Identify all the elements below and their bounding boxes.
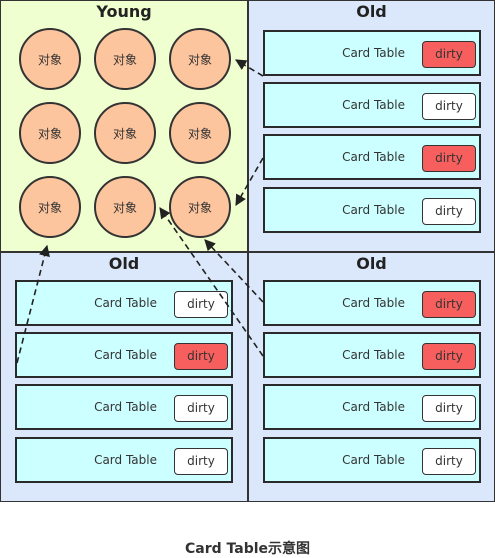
dirty-flag: dirty	[422, 145, 476, 172]
card-table-label: Card Table	[342, 150, 405, 164]
card-table-label: Card Table	[342, 400, 405, 414]
dirty-flag: dirty	[174, 291, 228, 318]
young-title: Young	[96, 2, 152, 21]
old-generation-region-bottom-left: Old Card Table dirty Card Table dirty Ca…	[0, 252, 248, 502]
card-table-label: Card Table	[94, 400, 157, 414]
old-title: Old	[108, 254, 140, 273]
dirty-flag: dirty	[422, 93, 476, 120]
reference-arrow	[159, 207, 264, 357]
card-table-label: Card Table	[94, 453, 157, 467]
card-table-entry: Card Table dirty	[263, 384, 481, 430]
card-table-entry: Card Table dirty	[263, 280, 481, 326]
diagram-caption: Card Table示意图	[184, 541, 311, 557]
dirty-flag: dirty	[422, 41, 476, 68]
object-node: 对象	[19, 28, 81, 90]
card-table-label: Card Table	[342, 296, 405, 310]
card-table-label: Card Table	[342, 46, 405, 60]
dirty-flag: dirty	[422, 198, 476, 225]
card-table-entry: Card Table dirty	[263, 134, 481, 180]
card-table-label: Card Table	[342, 98, 405, 112]
card-table-entry: Card Table dirty	[263, 187, 481, 233]
dirty-flag: dirty	[422, 291, 476, 318]
dirty-flag: dirty	[174, 395, 228, 422]
object-node: 对象	[94, 176, 156, 238]
old-generation-region-top-right: Old Card Table dirty Card Table dirty Ca…	[248, 0, 495, 252]
reference-arrow	[235, 59, 264, 77]
card-table-entry: Card Table dirty	[15, 332, 233, 378]
card-table-entry: Card Table dirty	[263, 332, 481, 378]
reference-arrow	[204, 239, 264, 303]
card-table-label: Card Table	[94, 348, 157, 362]
object-node: 对象	[169, 102, 231, 164]
card-table-entry: Card Table dirty	[263, 437, 481, 483]
dirty-flag: dirty	[422, 395, 476, 422]
card-table-entry: Card Table dirty	[15, 384, 233, 430]
reference-arrow	[235, 157, 264, 206]
dirty-flag: dirty	[174, 448, 228, 475]
object-node: 对象	[94, 28, 156, 90]
card-table-entry: Card Table dirty	[263, 82, 481, 128]
card-table-label: Card Table	[342, 203, 405, 217]
old-title: Old	[356, 254, 387, 273]
card-table-label: Card Table	[94, 296, 157, 310]
object-node: 对象	[94, 102, 156, 164]
object-node: 对象	[169, 28, 231, 90]
old-title: Old	[356, 2, 387, 21]
dirty-flag: dirty	[422, 448, 476, 475]
card-table-entry: Card Table dirty	[263, 30, 481, 76]
object-node: 对象	[19, 102, 81, 164]
dirty-flag: dirty	[422, 343, 476, 370]
object-node: 对象	[169, 176, 231, 238]
card-table-entry: Card Table dirty	[15, 280, 233, 326]
object-node: 对象	[19, 176, 81, 238]
card-table-label: Card Table	[342, 348, 405, 362]
reference-arrow	[16, 244, 50, 364]
dirty-flag: dirty	[174, 343, 228, 370]
card-table-label: Card Table	[342, 453, 405, 467]
young-generation-region: Young 对象 对象 对象 对象 对象 对象 对象 对象 对象	[0, 0, 248, 252]
card-table-entry: Card Table dirty	[15, 437, 233, 483]
old-generation-region-bottom-right: Old Card Table dirty Card Table dirty Ca…	[248, 252, 495, 502]
